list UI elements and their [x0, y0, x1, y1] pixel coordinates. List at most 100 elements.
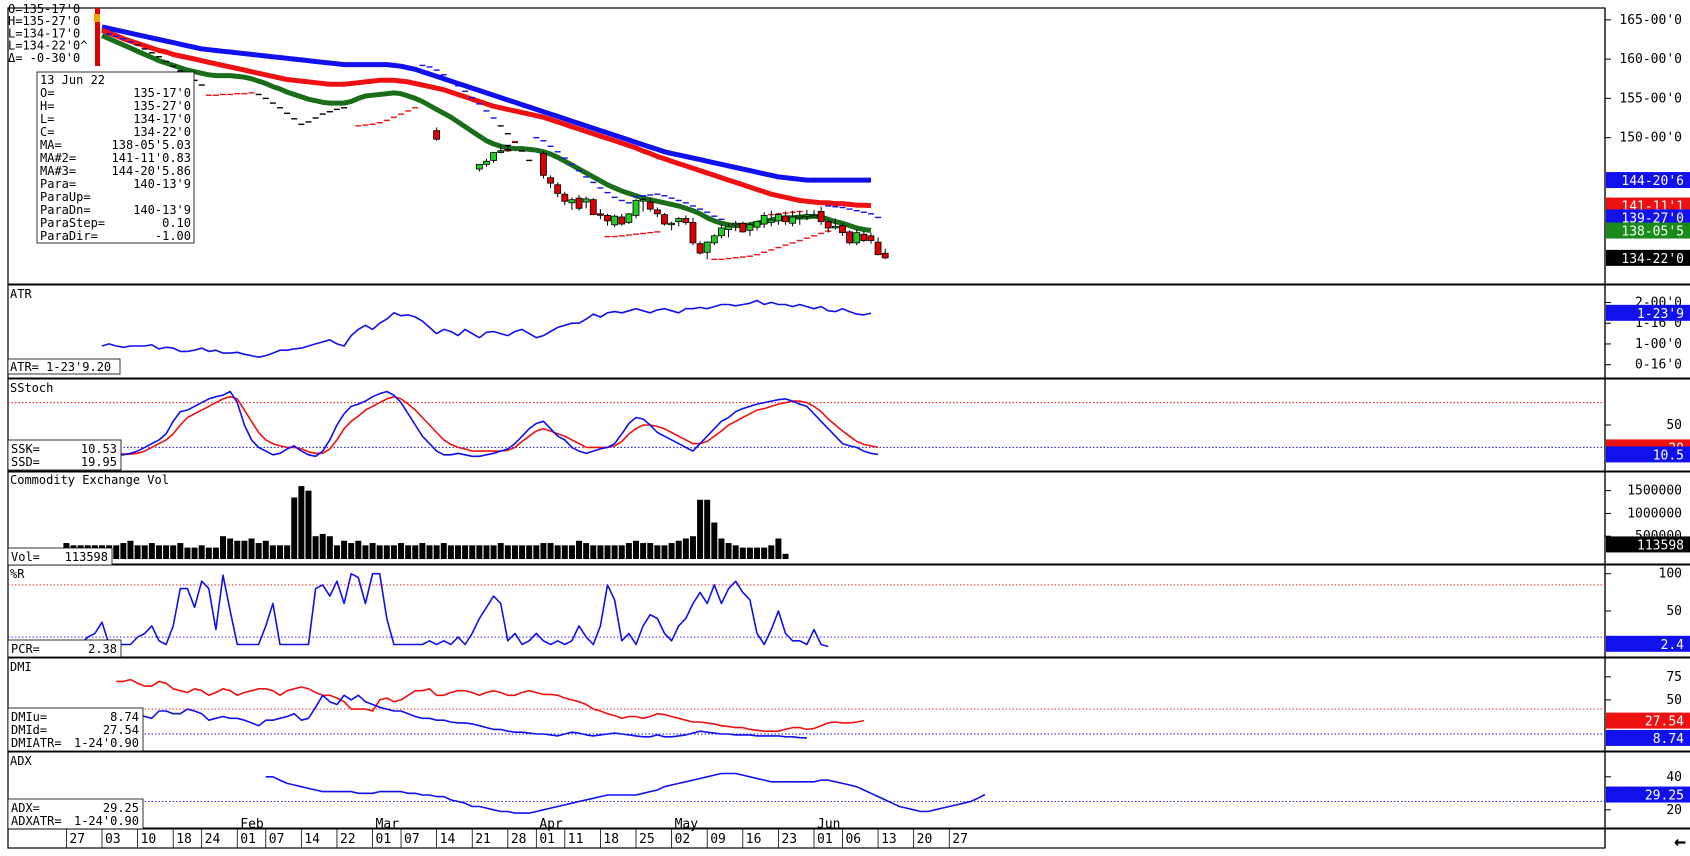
candle-body	[433, 130, 441, 140]
atr-legend-box	[7, 358, 121, 375]
adx-legend-key: ADXATR=	[11, 814, 62, 828]
candle-body	[725, 225, 732, 230]
month-label: Apr	[539, 817, 563, 832]
scroll-right-arrow-icon[interactable]: ←	[1674, 829, 1686, 853]
pctr-legend-box	[7, 639, 122, 658]
date-tick-label: 07	[269, 832, 285, 847]
candle-body	[604, 214, 611, 222]
adx-line	[265, 772, 986, 814]
volume-bar	[319, 533, 326, 559]
volume-bar	[440, 543, 447, 559]
month-label: May	[675, 817, 699, 832]
volume-bar	[597, 545, 604, 559]
candle-body	[554, 184, 562, 194]
volume-bar	[504, 545, 511, 559]
volume-bar	[212, 547, 219, 559]
candle-body	[597, 213, 604, 216]
candle-body	[568, 199, 576, 204]
axis-tick-label: 50	[1666, 693, 1682, 708]
candle-body	[540, 152, 547, 176]
axis-tick-label: 1-00'0	[1635, 337, 1682, 352]
volume-bar	[697, 499, 704, 559]
data-window-key: MA=	[40, 138, 62, 152]
volume-bar	[447, 545, 454, 559]
candle-body	[639, 199, 647, 202]
atr-pane-title: ATR	[10, 287, 32, 301]
chart-frame	[7, 7, 1606, 849]
volume-bar	[604, 545, 611, 559]
data-window-key: ParaStep=	[40, 216, 105, 230]
atr-line	[101, 299, 872, 359]
date-tick-label: 25	[639, 832, 655, 847]
date-tick-label: 14	[440, 832, 456, 847]
dmi-tag: 27.54	[1645, 715, 1684, 730]
volume-bar	[718, 538, 725, 559]
data-window-value: -1.00	[155, 229, 191, 243]
axis-tick-label: 40	[1666, 770, 1682, 785]
candle-body	[582, 198, 590, 203]
pctr-tag-box	[1606, 635, 1690, 652]
volume-tag-box	[1606, 536, 1690, 553]
data-window-value: 135-27'0	[133, 99, 191, 113]
candle-body	[625, 213, 633, 223]
data-window-value: 140-13'9	[133, 177, 191, 191]
volume-bar	[746, 547, 753, 559]
last-bar-marker-accent	[94, 14, 100, 22]
candle-body	[589, 199, 597, 216]
volume-bar	[583, 543, 590, 559]
candle-body	[881, 252, 889, 259]
volume-bar	[462, 545, 469, 559]
data-window-key: L=	[40, 112, 54, 126]
ma3-line	[101, 24, 871, 183]
axis-tick-label: 1000000	[1627, 506, 1682, 521]
volume-bar	[227, 538, 234, 559]
volume-bar	[262, 540, 269, 559]
date-tick-label: 14	[304, 832, 320, 847]
price-tag: 134-22'0	[1621, 252, 1684, 267]
volume-bar	[633, 540, 639, 559]
candle-body	[867, 235, 875, 241]
volume-bar	[540, 543, 547, 559]
date-tick-label: 24	[205, 832, 221, 847]
volume-bar	[661, 545, 668, 559]
candle-body	[703, 241, 711, 253]
volume-bar	[725, 543, 732, 559]
candle-body	[860, 233, 868, 241]
date-tick-label: 09	[710, 832, 726, 847]
adx-legend-value: 29.25	[103, 801, 139, 815]
volume-bar	[291, 497, 298, 559]
volume-bar	[640, 543, 647, 559]
ohlc-legend-line: O=135-17'0	[8, 2, 80, 16]
volume-bar	[533, 545, 540, 559]
volume-bar	[618, 545, 625, 559]
ssd-line	[101, 395, 879, 455]
stoch-legend-box	[7, 439, 122, 471]
candle-body	[775, 214, 782, 222]
volume-bar	[547, 543, 554, 559]
pctr-tag: 2.4	[1661, 638, 1685, 653]
axis-tick-label: 150-00'0	[1619, 131, 1682, 146]
data-window-key: MA#2=	[40, 151, 76, 165]
volume-bar	[383, 545, 390, 559]
volume-bar	[711, 522, 718, 559]
volume-bar	[576, 540, 583, 559]
atr-legend: ATR= 1-23'9.20	[10, 360, 111, 374]
candle-body	[646, 201, 654, 210]
pctr-line	[73, 572, 829, 648]
volume-bar	[134, 545, 141, 559]
volume-bar	[519, 545, 526, 559]
volume-bar	[704, 499, 711, 559]
adx-pane-title: ADX	[10, 754, 32, 768]
data-window-value: 144-20'5.86	[112, 164, 191, 178]
data-window-value: 138-05'5.03	[112, 138, 191, 152]
pctr-legend-key: PCR=	[11, 642, 40, 656]
date-tick-label: 01	[376, 832, 392, 847]
volume-bar	[412, 545, 419, 559]
date-tick-label: 23	[781, 832, 797, 847]
volume-bar	[355, 540, 362, 559]
candle-body	[668, 222, 675, 226]
volume-bar	[284, 545, 291, 559]
month-label: Feb	[240, 817, 264, 832]
volume-bar	[497, 543, 504, 559]
